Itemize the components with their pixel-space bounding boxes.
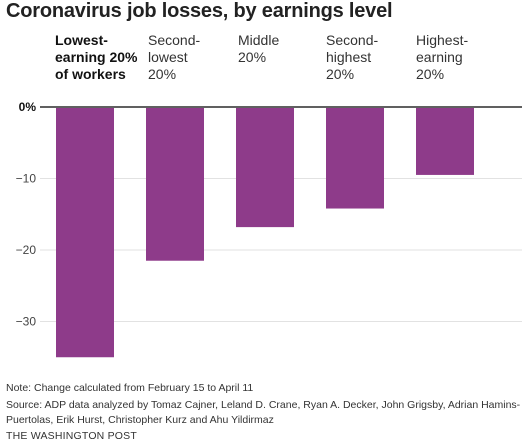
y-tick-label: −30 [16, 315, 37, 329]
chart-note: Note: Change calculated from February 15… [6, 382, 254, 394]
chart-title: Coronavirus job losses, by earnings leve… [6, 0, 393, 22]
bar-2 [146, 108, 204, 261]
category-label-second-highest: Second- highest 20% [326, 32, 379, 82]
y-tick-label: −10 [16, 172, 37, 186]
bar-3 [236, 108, 294, 228]
bar-chart: 0% −10 −20 −30 [16, 100, 522, 358]
category-label-second-lowest: Second- lowest 20% [148, 32, 201, 82]
category-label-middle: Middle 20% [238, 32, 280, 65]
bar-4 [326, 108, 384, 209]
category-label-lowest: Lowest- earning 20% of workers [55, 32, 138, 82]
bar-1 [56, 108, 114, 358]
publisher-credit: THE WASHINGTON POST [6, 430, 137, 442]
category-label-highest: Highest- earning 20% [416, 32, 469, 82]
y-tick-label: −20 [16, 243, 37, 257]
y-tick-label: 0% [19, 100, 37, 114]
bar-5 [416, 108, 474, 175]
chart-source: Source: ADP data analyzed by Tomaz Cajne… [6, 399, 521, 426]
